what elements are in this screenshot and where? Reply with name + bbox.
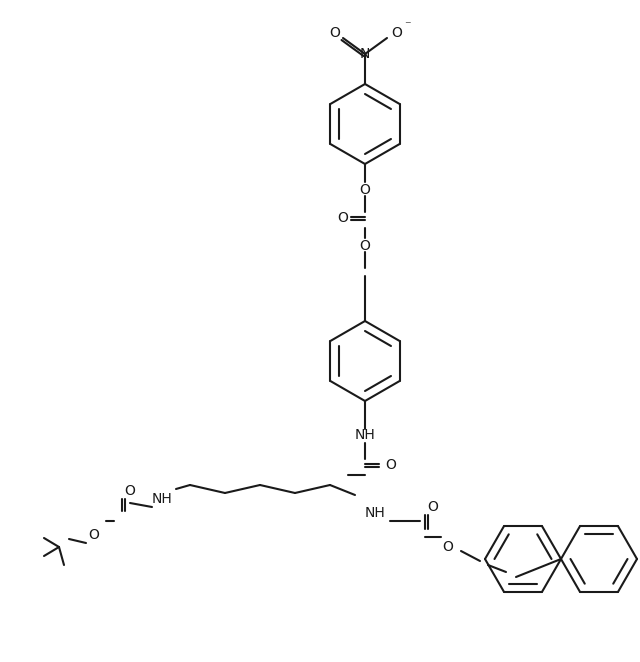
Text: O: O: [330, 26, 340, 40]
Text: N: N: [360, 47, 370, 61]
Text: O: O: [337, 211, 348, 225]
Text: NH: NH: [365, 506, 385, 520]
Text: O: O: [125, 484, 136, 498]
Text: O: O: [88, 528, 99, 542]
Text: NH: NH: [152, 492, 172, 506]
Text: O: O: [443, 540, 453, 554]
Text: ⁻: ⁻: [404, 19, 410, 32]
Text: O: O: [392, 26, 403, 40]
Text: O: O: [428, 500, 438, 514]
Text: O: O: [360, 239, 371, 253]
Text: O: O: [360, 183, 371, 197]
Text: NH: NH: [355, 428, 376, 442]
Text: O: O: [385, 458, 396, 472]
